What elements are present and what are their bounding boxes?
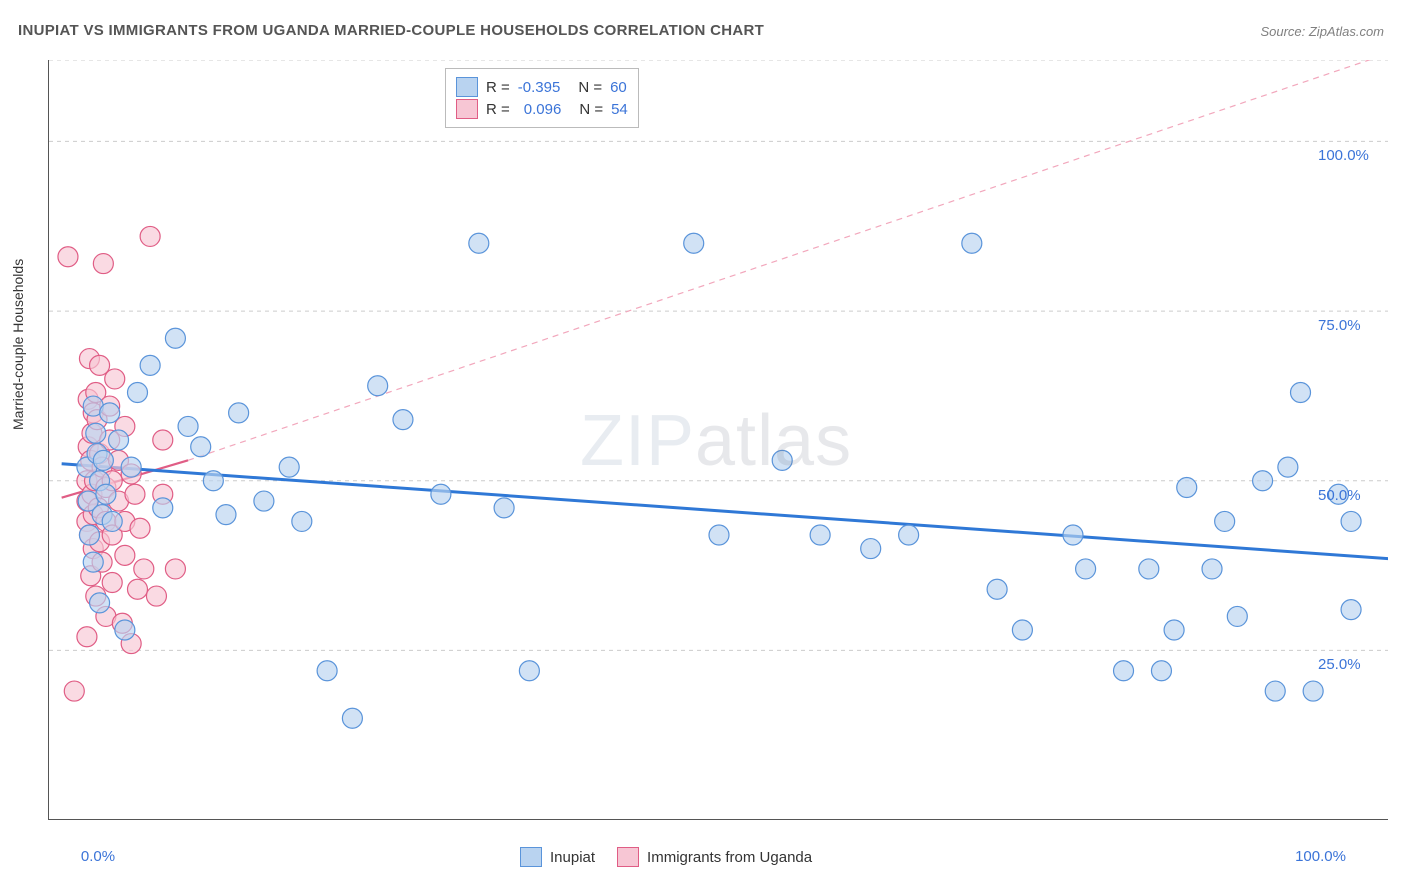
chart-title: INUPIAT VS IMMIGRANTS FROM UGANDA MARRIE… xyxy=(18,22,764,39)
x-tick-label: 100.0% xyxy=(1295,848,1346,865)
r-label: R = xyxy=(486,79,510,96)
scatter-svg xyxy=(49,60,1388,819)
swatch-series-1 xyxy=(617,847,639,867)
y-tick-label: 75.0% xyxy=(1318,317,1361,334)
legend-label-0: Inupiat xyxy=(550,849,595,866)
plot-area xyxy=(48,60,1388,820)
legend-item-0: Inupiat xyxy=(520,847,595,867)
swatch-series-1 xyxy=(456,99,478,119)
y-axis-label: Married-couple Households xyxy=(10,259,26,430)
legend-row-series-0: R = -0.395 N = 60 xyxy=(456,77,628,97)
r-label: R = xyxy=(486,101,510,118)
y-tick-label: 50.0% xyxy=(1318,487,1361,504)
n-label: N = xyxy=(579,101,603,118)
r-value-0: -0.395 xyxy=(518,79,561,96)
r-value-1: 0.096 xyxy=(524,101,562,118)
chart-container: INUPIAT VS IMMIGRANTS FROM UGANDA MARRIE… xyxy=(0,0,1406,892)
swatch-series-0 xyxy=(520,847,542,867)
y-tick-label: 100.0% xyxy=(1318,147,1369,164)
y-tick-label: 25.0% xyxy=(1318,656,1361,673)
legend-row-series-1: R = 0.096 N = 54 xyxy=(456,99,628,119)
legend-series: Inupiat Immigrants from Uganda xyxy=(520,847,812,867)
n-label: N = xyxy=(578,79,602,96)
n-value-1: 54 xyxy=(611,101,628,118)
legend-label-1: Immigrants from Uganda xyxy=(647,849,812,866)
legend-item-1: Immigrants from Uganda xyxy=(617,847,812,867)
x-tick-label: 0.0% xyxy=(81,848,115,865)
n-value-0: 60 xyxy=(610,79,627,96)
legend-correlation: R = -0.395 N = 60 R = 0.096 N = 54 xyxy=(445,68,639,128)
source-attribution: Source: ZipAtlas.com xyxy=(1260,24,1384,39)
swatch-series-0 xyxy=(456,77,478,97)
